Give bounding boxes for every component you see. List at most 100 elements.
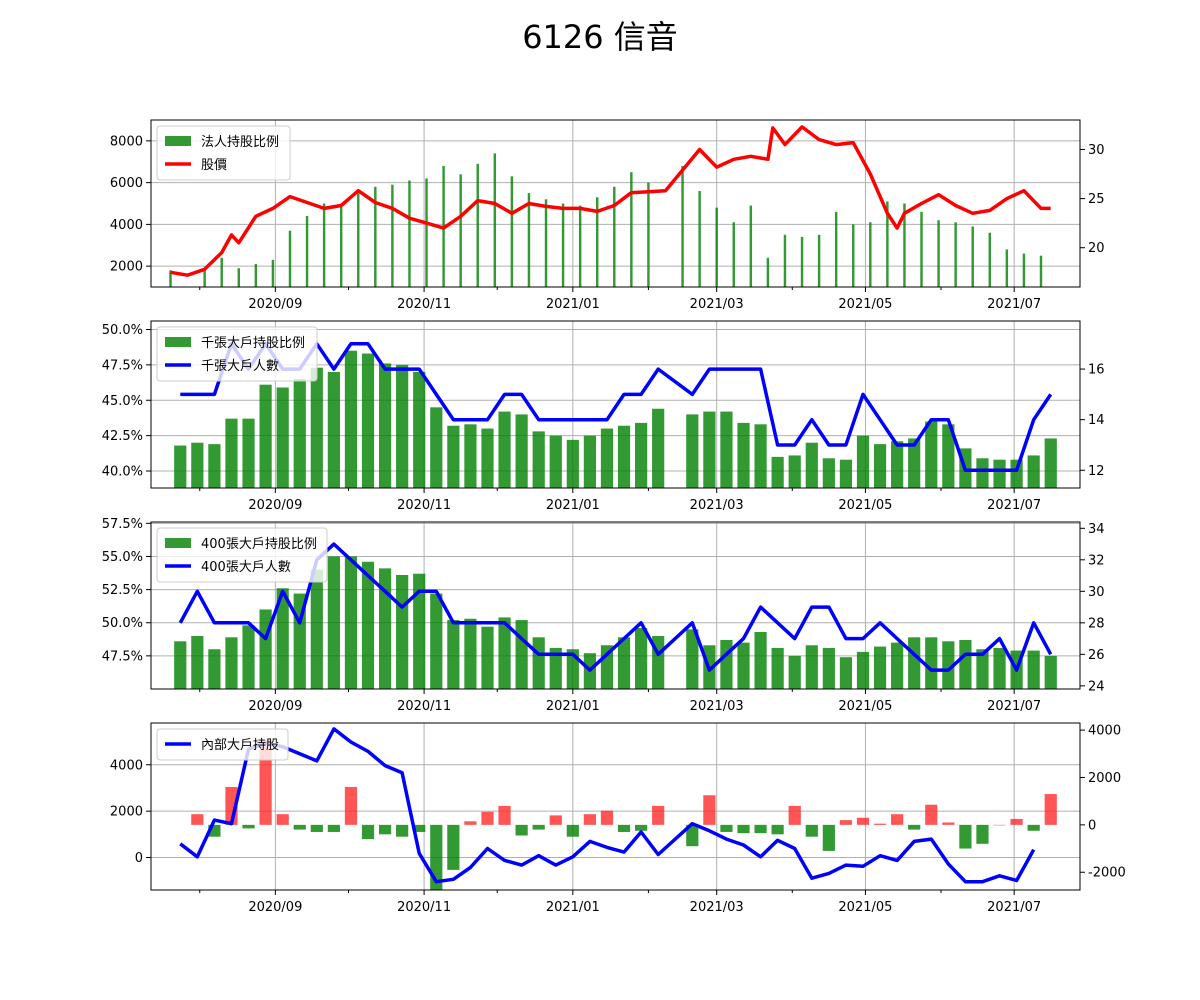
bar-mark [749,205,753,287]
bar-mark [942,641,955,689]
y-right-tick-label: -2000 [1088,866,1126,881]
series-line [179,727,1036,884]
bar-mark [259,609,272,689]
bar-mark [378,568,392,689]
x-tick-label: 2021/03 [690,297,744,312]
bar-mark [1027,455,1040,488]
y-right-tick-label: 16 [1088,363,1105,378]
bar-mark [839,459,853,488]
bar-mark [600,810,614,825]
bar-mark [305,216,309,287]
bar-mark [1044,794,1057,825]
x-tick-label: 2021/05 [838,699,892,714]
bar-mark [532,431,545,488]
bar-mark [1027,650,1040,689]
bar-mark [788,655,801,689]
legend-label: 千張大戶人數 [201,359,279,374]
bar-mark [993,647,1006,689]
bar-mark [259,739,272,825]
bar-mark [169,270,172,287]
plot-area [151,120,1080,287]
bar-mark [766,257,770,287]
chart-title: 6126 信音 [522,18,678,56]
bar-mark [566,824,579,837]
bar-mark [891,642,904,689]
bar-mark [652,805,665,825]
bar-mark [476,163,479,287]
y-right-tick-label: 30 [1088,585,1105,600]
bar-mark [566,439,579,488]
bar-mark [361,824,375,840]
bar-mark [788,455,801,488]
bar-mark [817,234,821,287]
bar-mark [361,353,375,488]
legend-box [156,527,328,583]
y-right-tick-label: 28 [1088,616,1105,631]
bar-mark [191,814,204,825]
bar-mark [344,556,358,689]
bar-mark [242,625,255,689]
axes-frame [150,521,1081,690]
x-tick-label: 2020/11 [397,297,451,312]
bar-mark [1022,253,1026,287]
legend-label: 法人持股比例 [201,135,279,150]
bar-mark [686,824,699,847]
bar-mark [805,442,818,488]
bar-mark [771,456,784,488]
bar-mark [583,814,596,825]
bar-mark [937,220,940,287]
bar-mark [549,435,562,488]
bar-mark [498,411,511,488]
bar-mark [464,821,477,825]
bar-mark [174,641,187,689]
legend: 內部大戶持股 [156,728,289,761]
bar-mark [288,230,292,287]
legend-swatch [165,337,191,347]
bar-mark [344,786,358,825]
legend-label: 400張大戶持股比例 [201,537,317,552]
bar-mark [822,647,835,689]
x-tick-label: 2021/01 [546,900,600,915]
y-right-tick-label: 0 [1088,818,1096,833]
bar-mark [408,180,411,287]
bar-mark [971,226,974,287]
bar-mark [425,178,428,287]
bar-mark [1027,824,1040,831]
bar-mark [1044,655,1057,689]
bar-mark [617,425,631,488]
bar-mark [715,207,718,287]
y-right-tick-label: 25 [1088,192,1105,207]
bar-mark [430,407,443,488]
bar-mark [630,172,633,287]
bar-mark [732,222,735,287]
x-tick-label: 2021/01 [546,498,600,513]
bar-mark [396,575,409,689]
bar-mark [754,424,767,488]
bar-mark [635,422,648,488]
x-tick-label: 2021/05 [838,297,892,312]
bar-mark [635,824,648,831]
bar-mark [561,203,565,287]
axes-frame [150,119,1081,288]
series-line [170,125,1051,277]
x-tick-label: 2021/07 [987,498,1041,513]
bar-mark [771,824,784,835]
bar-mark [481,811,494,825]
bar-mark [493,153,497,287]
x-tick-label: 2020/11 [397,699,451,714]
y-left-tick-label: 42.5% [102,429,143,444]
bar-mark [208,649,221,689]
y-left-tick-label: 4000 [110,218,143,233]
bar-mark [464,618,477,689]
bar-mark [583,435,596,488]
bar-mark [856,435,870,488]
bar-mark [378,363,392,488]
x-tick-label: 2021/03 [690,900,744,915]
bar-mark [1044,438,1057,488]
y-right-tick-label: 2000 [1088,771,1121,786]
legend: 400張大戶持股比例 400張大戶人數 [156,527,328,583]
bar-mark [681,165,684,287]
bar-mark [788,805,801,825]
